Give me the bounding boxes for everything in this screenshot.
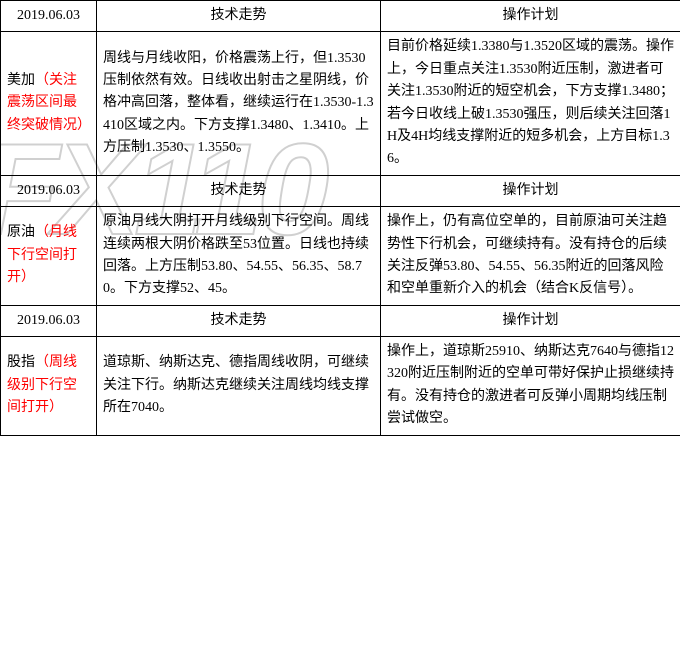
col-header-tech: 技术走势 <box>97 305 381 336</box>
tech-content: 周线与月线收阳，价格震荡上行，但1.3530压制依然有效。日线收出射击之星阴线，… <box>97 32 381 175</box>
instrument-label: 美加（关注震荡区间最终突破情况） <box>1 32 97 175</box>
tech-content: 原油月线大阴打开月线级别下行空间。周线连续两根大阴价格跌至53位置。日线也持续回… <box>97 207 381 306</box>
plan-content: 操作上，道琼斯25910、纳斯达克7640与德指12320附近压制附近的空单可带… <box>381 337 680 436</box>
date-cell: 2019.06.03 <box>1 305 97 336</box>
date-cell: 2019.06.03 <box>1 175 97 206</box>
plan-content: 操作上，仍有高位空单的，目前原油可关注趋势性下行机会，可继续持有。没有持仓的后续… <box>381 207 680 306</box>
col-header-plan: 操作计划 <box>381 1 680 32</box>
col-header-plan: 操作计划 <box>381 305 680 336</box>
instrument-label: 股指（周线级别下行空间打开） <box>1 337 97 436</box>
instrument-name: 股指 <box>7 355 35 370</box>
col-header-tech: 技术走势 <box>97 1 381 32</box>
tech-content: 道琼斯、纳斯达克、德指周线收阴，可继续关注下行。纳斯达克继续关注周线均线支撑所在… <box>97 337 381 436</box>
col-header-tech: 技术走势 <box>97 175 381 206</box>
col-header-plan: 操作计划 <box>381 175 680 206</box>
instrument-name: 原油 <box>7 225 35 240</box>
date-cell: 2019.06.03 <box>1 1 97 32</box>
instrument-label: 原油（月线下行空间打开） <box>1 207 97 306</box>
instrument-name: 美加 <box>7 73 35 88</box>
analysis-table: 2019.06.03 技术走势 操作计划 美加（关注震荡区间最终突破情况） 周线… <box>0 0 680 436</box>
plan-content: 目前价格延续1.3380与1.3520区域的震荡。操作上，今日重点关注1.353… <box>381 32 680 175</box>
